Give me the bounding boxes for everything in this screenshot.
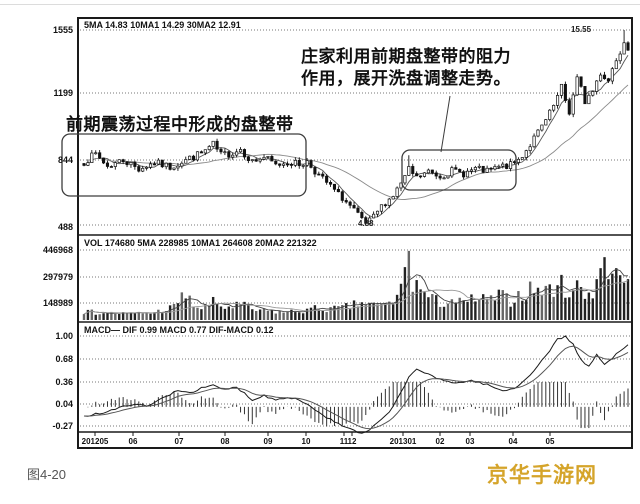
high-price-label: 15.55	[571, 25, 592, 34]
y-axis-label: 488	[57, 222, 73, 232]
annotation-washout-line2: 作用，展开洗盘调整走势。	[301, 69, 511, 88]
x-axis-label: 06	[128, 437, 138, 446]
y-axis-label: 148989	[42, 298, 73, 308]
x-axis-label: 05	[545, 437, 555, 446]
x-axis-label: 02	[435, 437, 445, 446]
y-axis-label: 1555	[52, 25, 73, 35]
annotation-box	[61, 133, 307, 197]
annotation-connector	[440, 95, 451, 153]
x-axis-label: 04	[508, 437, 518, 446]
macd-indicator-label: MACD— DIF 0.99 MACD 0.77 DIF-MACD 0.12	[84, 325, 274, 335]
x-axis-label: 10	[301, 437, 311, 446]
price-indicator-label: 5MA 14.83 10MA1 14.29 30MA2 12.91	[84, 20, 241, 30]
x-axis-label: 07	[174, 437, 184, 446]
y-axis-label: 446968	[42, 245, 73, 255]
annotation-box	[401, 149, 517, 191]
y-axis-label: 0.36	[55, 377, 73, 387]
y-axis-label: 297979	[42, 272, 73, 282]
x-axis-label: 11	[339, 437, 349, 446]
low-price-label: 4.88	[358, 219, 374, 228]
x-axis-label: 08	[220, 437, 230, 446]
x-axis-label: 201301	[389, 437, 417, 446]
y-axis-label: 1199	[53, 88, 73, 98]
y-axis-label: 0.04	[55, 399, 73, 409]
page-top-rule	[0, 4, 640, 5]
annotation-consolidation-band: 前期震荡过程中形成的盘整带	[66, 115, 294, 134]
x-axis-label: 03	[465, 437, 475, 446]
watermark-site-name: 京华手游网	[487, 464, 597, 487]
y-axis-label: 844	[57, 155, 73, 165]
annotation-washout-line1: 庄家利用前期盘整带的阻力	[301, 47, 511, 66]
volume-indicator-label: VOL 174680 5MA 228985 10MA1 264608 20MA2…	[84, 238, 317, 248]
x-axis-label: 12	[347, 437, 357, 446]
y-axis-label: -0.27	[52, 421, 73, 431]
y-axis-label: 0.68	[55, 354, 73, 364]
figure-caption: 图4-20	[27, 467, 67, 482]
x-axis-label: 09	[263, 437, 273, 446]
y-axis-label: 1.00	[55, 331, 73, 341]
x-axis-label: 201205	[81, 437, 109, 446]
